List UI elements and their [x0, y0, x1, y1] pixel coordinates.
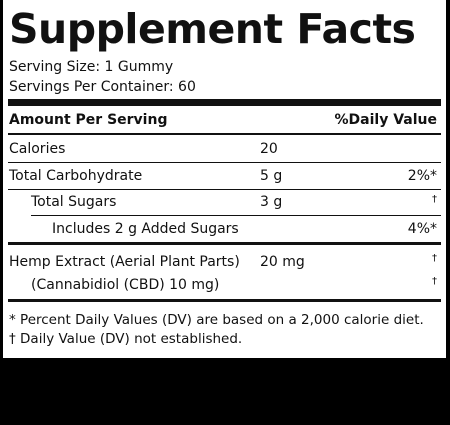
footnote: † Daily Value (DV) not established. [9, 331, 243, 347]
row-amount: 20 [260, 141, 278, 157]
row-dv: † [432, 276, 437, 287]
dv-header: %Daily Value [334, 112, 437, 128]
thick-rule [8, 99, 441, 106]
row-dv: † [432, 253, 437, 264]
title: Supplement Facts [9, 5, 416, 53]
rule [8, 162, 441, 163]
row-name: Hemp Extract (Aerial Plant Parts) [9, 254, 240, 270]
serving-size: Serving Size: 1 Gummy [9, 59, 174, 75]
row-amount: 5 g [260, 168, 283, 184]
row-dv: 2%* [407, 168, 437, 184]
servings-per-container: Servings Per Container: 60 [9, 79, 196, 95]
row-name: Total Sugars [31, 194, 117, 210]
row-name: Calories [9, 141, 66, 157]
row-dv: 4%* [407, 221, 437, 237]
rule [8, 133, 441, 135]
row-name: Includes 2 g Added Sugars [52, 221, 239, 237]
footnote: * Percent Daily Values (DV) are based on… [9, 312, 424, 328]
rule [31, 215, 441, 216]
row-amount: 20 mg [260, 254, 305, 270]
rule [8, 242, 441, 245]
amount-header: Amount Per Serving [9, 112, 168, 128]
row-amount: 3 g [260, 194, 283, 210]
supplement-facts-panel: Supplement Facts Serving Size: 1 Gummy S… [3, 0, 446, 358]
rule [8, 299, 441, 302]
row-dv: † [432, 194, 437, 205]
row-name: Total Carbohydrate [9, 168, 143, 184]
row-name: (Cannabidiol (CBD) 10 mg) [31, 277, 220, 293]
rule [8, 189, 441, 190]
